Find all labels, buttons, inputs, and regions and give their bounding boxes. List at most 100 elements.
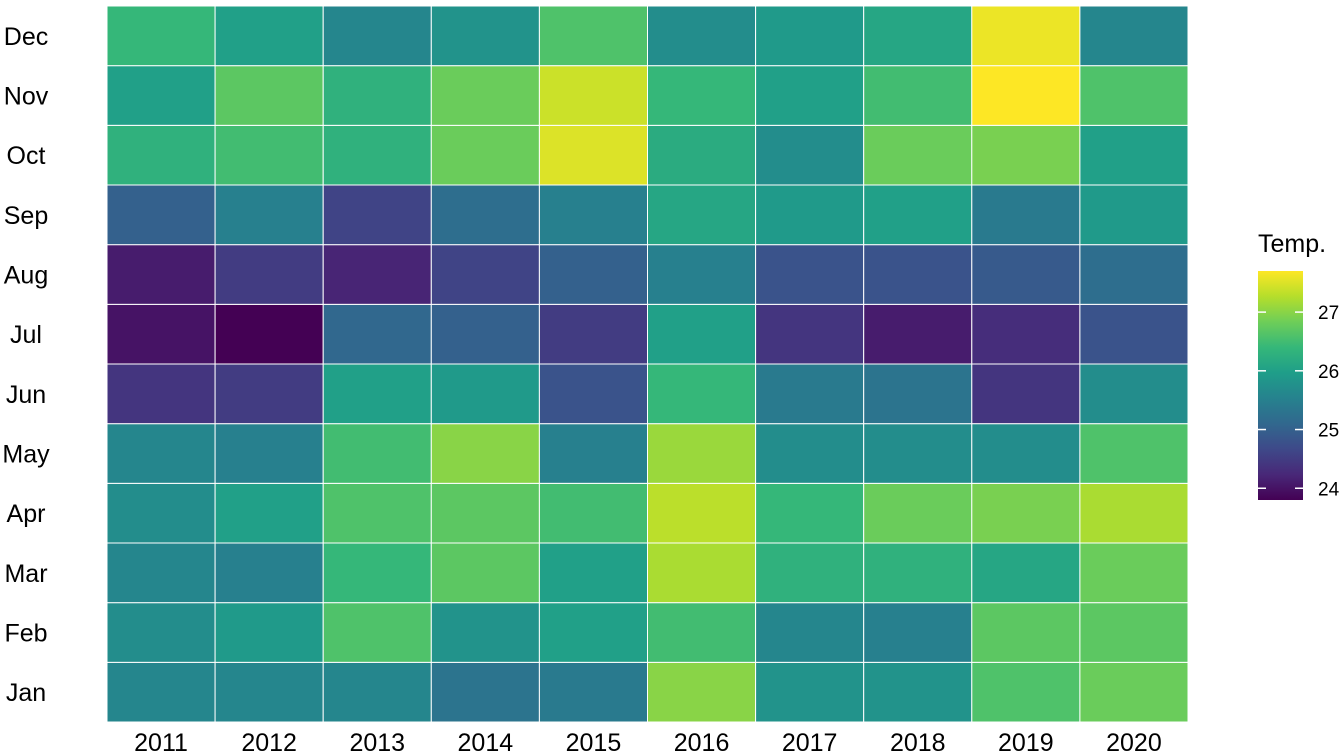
heatmap-cell-sep-2014 — [430, 184, 540, 246]
heatmap-cell-apr-2020 — [1079, 482, 1189, 544]
heatmap-cell-apr-2016 — [647, 482, 757, 544]
heatmap-cell-aug-2017 — [755, 244, 865, 305]
heatmap-cell-nov-2015 — [538, 65, 649, 126]
heatmap-cell-apr-2013 — [322, 482, 432, 544]
heatmap-cells — [106, 5, 1189, 723]
heatmap-cell-dec-2011 — [106, 5, 216, 67]
heatmap-cell-aug-2018 — [863, 244, 973, 305]
heatmap-cell-jan-2018 — [863, 661, 973, 723]
x-tick-label-2014: 2014 — [458, 729, 514, 756]
y-tick-label-jan: Jan — [6, 679, 46, 707]
heatmap-cell-mar-2011 — [106, 542, 216, 604]
y-tick-label-sep: Sep — [4, 202, 48, 230]
heatmap-cell-sep-2012 — [214, 184, 324, 246]
heatmap-cell-mar-2014 — [430, 542, 540, 604]
heatmap-cell-jul-2020 — [1079, 303, 1189, 365]
heatmap-cell-aug-2013 — [322, 244, 432, 305]
heatmap-cell-may-2011 — [106, 423, 216, 484]
heatmap-cell-oct-2019 — [971, 124, 1081, 186]
heatmap-cell-jul-2019 — [971, 303, 1081, 365]
heatmap-cell-oct-2018 — [863, 124, 973, 186]
heatmap-cell-nov-2012 — [214, 65, 324, 126]
heatmap-cell-dec-2020 — [1079, 5, 1189, 67]
heatmap-cell-jan-2015 — [538, 661, 649, 723]
heatmap-cell-oct-2012 — [214, 124, 324, 186]
x-tick-label-2018: 2018 — [890, 729, 946, 756]
heatmap-cell-jan-2012 — [214, 661, 324, 723]
heatmap-cell-oct-2014 — [430, 124, 540, 186]
heatmap-cell-dec-2014 — [430, 5, 540, 67]
color-legend: Temp. 24 25 26 27 — [1258, 230, 1340, 500]
heatmap-cell-aug-2019 — [971, 244, 1081, 305]
heatmap-cell-apr-2015 — [538, 482, 649, 544]
heatmap-cell-apr-2017 — [755, 482, 865, 544]
heatmap-cell-dec-2018 — [863, 5, 973, 67]
heatmap-cell-jul-2017 — [755, 303, 865, 365]
heatmap-cell-mar-2020 — [1079, 542, 1189, 604]
x-tick-label-2019: 2019 — [998, 729, 1054, 756]
y-tick-label-apr: Apr — [7, 500, 46, 528]
heatmap-cell-oct-2020 — [1079, 124, 1189, 186]
legend-ticks: 24 25 26 27 — [1258, 303, 1340, 500]
y-tick-label-oct: Oct — [7, 142, 46, 170]
heatmap-cell-dec-2015 — [538, 5, 649, 67]
heatmap-cell-jan-2017 — [755, 661, 865, 723]
y-tick-label-nov: Nov — [4, 83, 49, 111]
heatmap-cell-mar-2012 — [214, 542, 324, 604]
heatmap-cell-nov-2018 — [863, 65, 973, 126]
heatmap-cell-jun-2014 — [430, 363, 540, 425]
heatmap-cell-nov-2019 — [971, 65, 1081, 126]
heatmap-cell-oct-2013 — [322, 124, 432, 186]
heatmap-cell-nov-2016 — [647, 65, 757, 126]
heatmap-cell-jun-2012 — [214, 363, 324, 425]
heatmap-cell-feb-2020 — [1079, 602, 1189, 663]
heatmap-cell-feb-2014 — [430, 602, 540, 663]
y-tick-label-aug: Aug — [4, 262, 48, 290]
heatmap-cell-feb-2013 — [322, 602, 432, 663]
heatmap-cell-oct-2011 — [106, 124, 216, 186]
heatmap-cell-dec-2017 — [755, 5, 865, 67]
heatmap-cell-sep-2015 — [538, 184, 649, 246]
heatmap-cell-jun-2019 — [971, 363, 1081, 425]
heatmap-cell-dec-2013 — [322, 5, 432, 67]
heatmap-cell-may-2014 — [430, 423, 540, 484]
heatmap-cell-sep-2018 — [863, 184, 973, 246]
heatmap-cell-feb-2018 — [863, 602, 973, 663]
heatmap-cell-sep-2020 — [1079, 184, 1189, 246]
heatmap-cell-aug-2020 — [1079, 244, 1189, 305]
heatmap-cell-jun-2015 — [538, 363, 649, 425]
x-tick-label-2016: 2016 — [674, 729, 730, 756]
heatmap-cell-apr-2011 — [106, 482, 216, 544]
heatmap-cell-oct-2015 — [538, 124, 649, 186]
heatmap-cell-nov-2013 — [322, 65, 432, 126]
heatmap-cell-mar-2013 — [322, 542, 432, 604]
heatmap-cell-may-2012 — [214, 423, 324, 484]
heatmap-cell-nov-2011 — [106, 65, 216, 126]
heatmap-cell-nov-2020 — [1079, 65, 1189, 126]
heatmap-cell-jul-2014 — [430, 303, 540, 365]
heatmap-cell-jun-2011 — [106, 363, 216, 425]
heatmap-cell-jun-2018 — [863, 363, 973, 425]
heatmap-cell-jul-2013 — [322, 303, 432, 365]
heatmap-cell-mar-2018 — [863, 542, 973, 604]
heatmap-cell-feb-2011 — [106, 602, 216, 663]
heatmap-cell-mar-2017 — [755, 542, 865, 604]
x-axis-tick-labels: 2011 2012 2013 2014 2015 2016 2017 2018 2019 2020 — [134, 729, 1162, 756]
y-tick-label-jul: Jul — [10, 321, 42, 349]
heatmap-cell-jan-2011 — [106, 661, 216, 723]
heatmap-cell-feb-2017 — [755, 602, 865, 663]
heatmap-cell-may-2015 — [538, 423, 649, 484]
legend-colorbar — [1258, 271, 1303, 500]
heatmap-cell-jan-2014 — [430, 661, 540, 723]
heatmap-cell-may-2016 — [647, 423, 757, 484]
heatmap-cell-jun-2020 — [1079, 363, 1189, 425]
y-tick-label-mar: Mar — [4, 560, 47, 588]
heatmap-cell-jan-2016 — [647, 661, 757, 723]
heatmap-cell-sep-2017 — [755, 184, 865, 246]
x-tick-label-2011: 2011 — [134, 729, 188, 756]
heatmap-cell-may-2020 — [1079, 423, 1189, 484]
heatmap-cell-aug-2014 — [430, 244, 540, 305]
heatmap-cell-aug-2012 — [214, 244, 324, 305]
legend-tick-label-26: 26 — [1318, 362, 1339, 383]
